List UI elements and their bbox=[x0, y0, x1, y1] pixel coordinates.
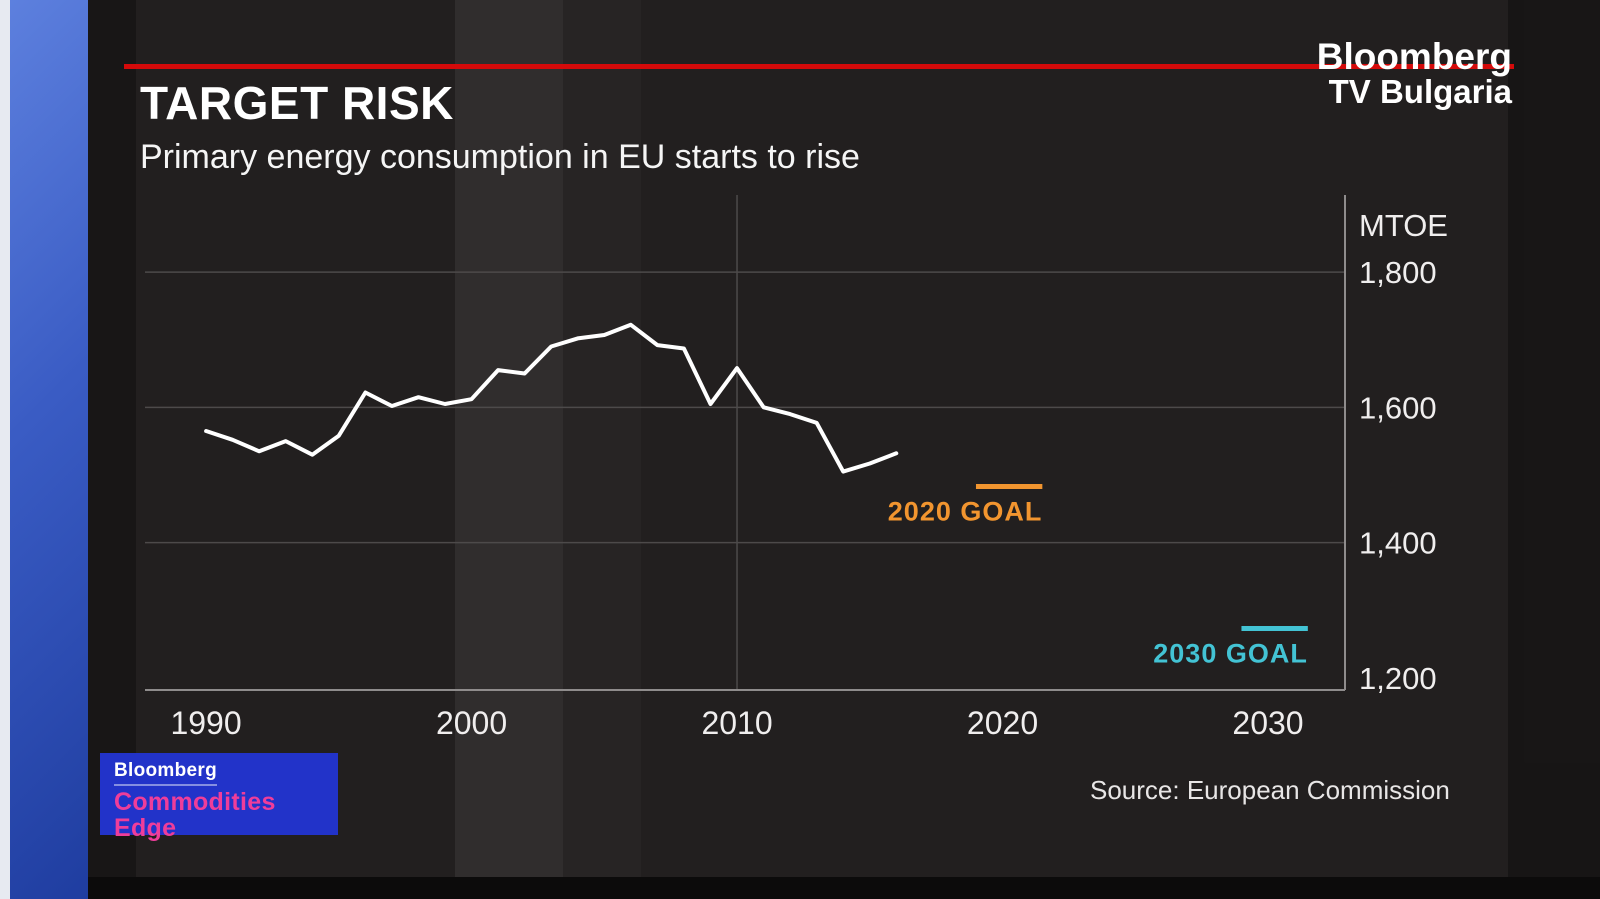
bottom-black-strip bbox=[0, 877, 1600, 899]
show-logo-commodities: Commodities bbox=[114, 787, 276, 816]
x-tick-label: 1990 bbox=[170, 705, 241, 741]
network-brand-line2: TV Bulgaria bbox=[1328, 73, 1512, 110]
red-accent-rule bbox=[124, 64, 1514, 69]
y-tick-label: 1,800 bbox=[1359, 255, 1437, 290]
source-attribution: Source: European Commission bbox=[1090, 775, 1450, 805]
x-tick-label: 2000 bbox=[436, 705, 507, 741]
show-logo-bloomberg: Bloomberg bbox=[114, 761, 217, 786]
y-axis-unit-label: MTOE bbox=[1359, 208, 1448, 243]
bloomberg-commodities-edge-logo: Bloomberg Commodities Edge bbox=[100, 753, 338, 841]
page-title: TARGET RISK bbox=[140, 77, 454, 129]
left-white-edge bbox=[0, 0, 10, 899]
y-tick-label: 1,400 bbox=[1359, 526, 1437, 561]
y-tick-label: 1,200 bbox=[1359, 661, 1437, 696]
y-tick-label: 1,600 bbox=[1359, 390, 1437, 425]
2020-goal-label: 2020 GOAL bbox=[888, 496, 1043, 526]
bloomberg-tv-bulgaria-logo: Bloomberg TV Bulgaria bbox=[1317, 38, 1512, 108]
network-brand-line1: Bloomberg bbox=[1316, 36, 1512, 77]
page-subtitle: Primary energy consumption in EU starts … bbox=[140, 138, 860, 176]
show-logo-edge: Edge bbox=[114, 814, 177, 843]
x-tick-label: 2020 bbox=[967, 705, 1038, 741]
x-tick-label: 2030 bbox=[1232, 705, 1303, 741]
energy-consumption-line bbox=[204, 322, 899, 474]
2030-goal-label: 2030 GOAL bbox=[1153, 638, 1308, 668]
left-blue-bar bbox=[10, 0, 88, 899]
x-tick-label: 2010 bbox=[701, 705, 772, 741]
